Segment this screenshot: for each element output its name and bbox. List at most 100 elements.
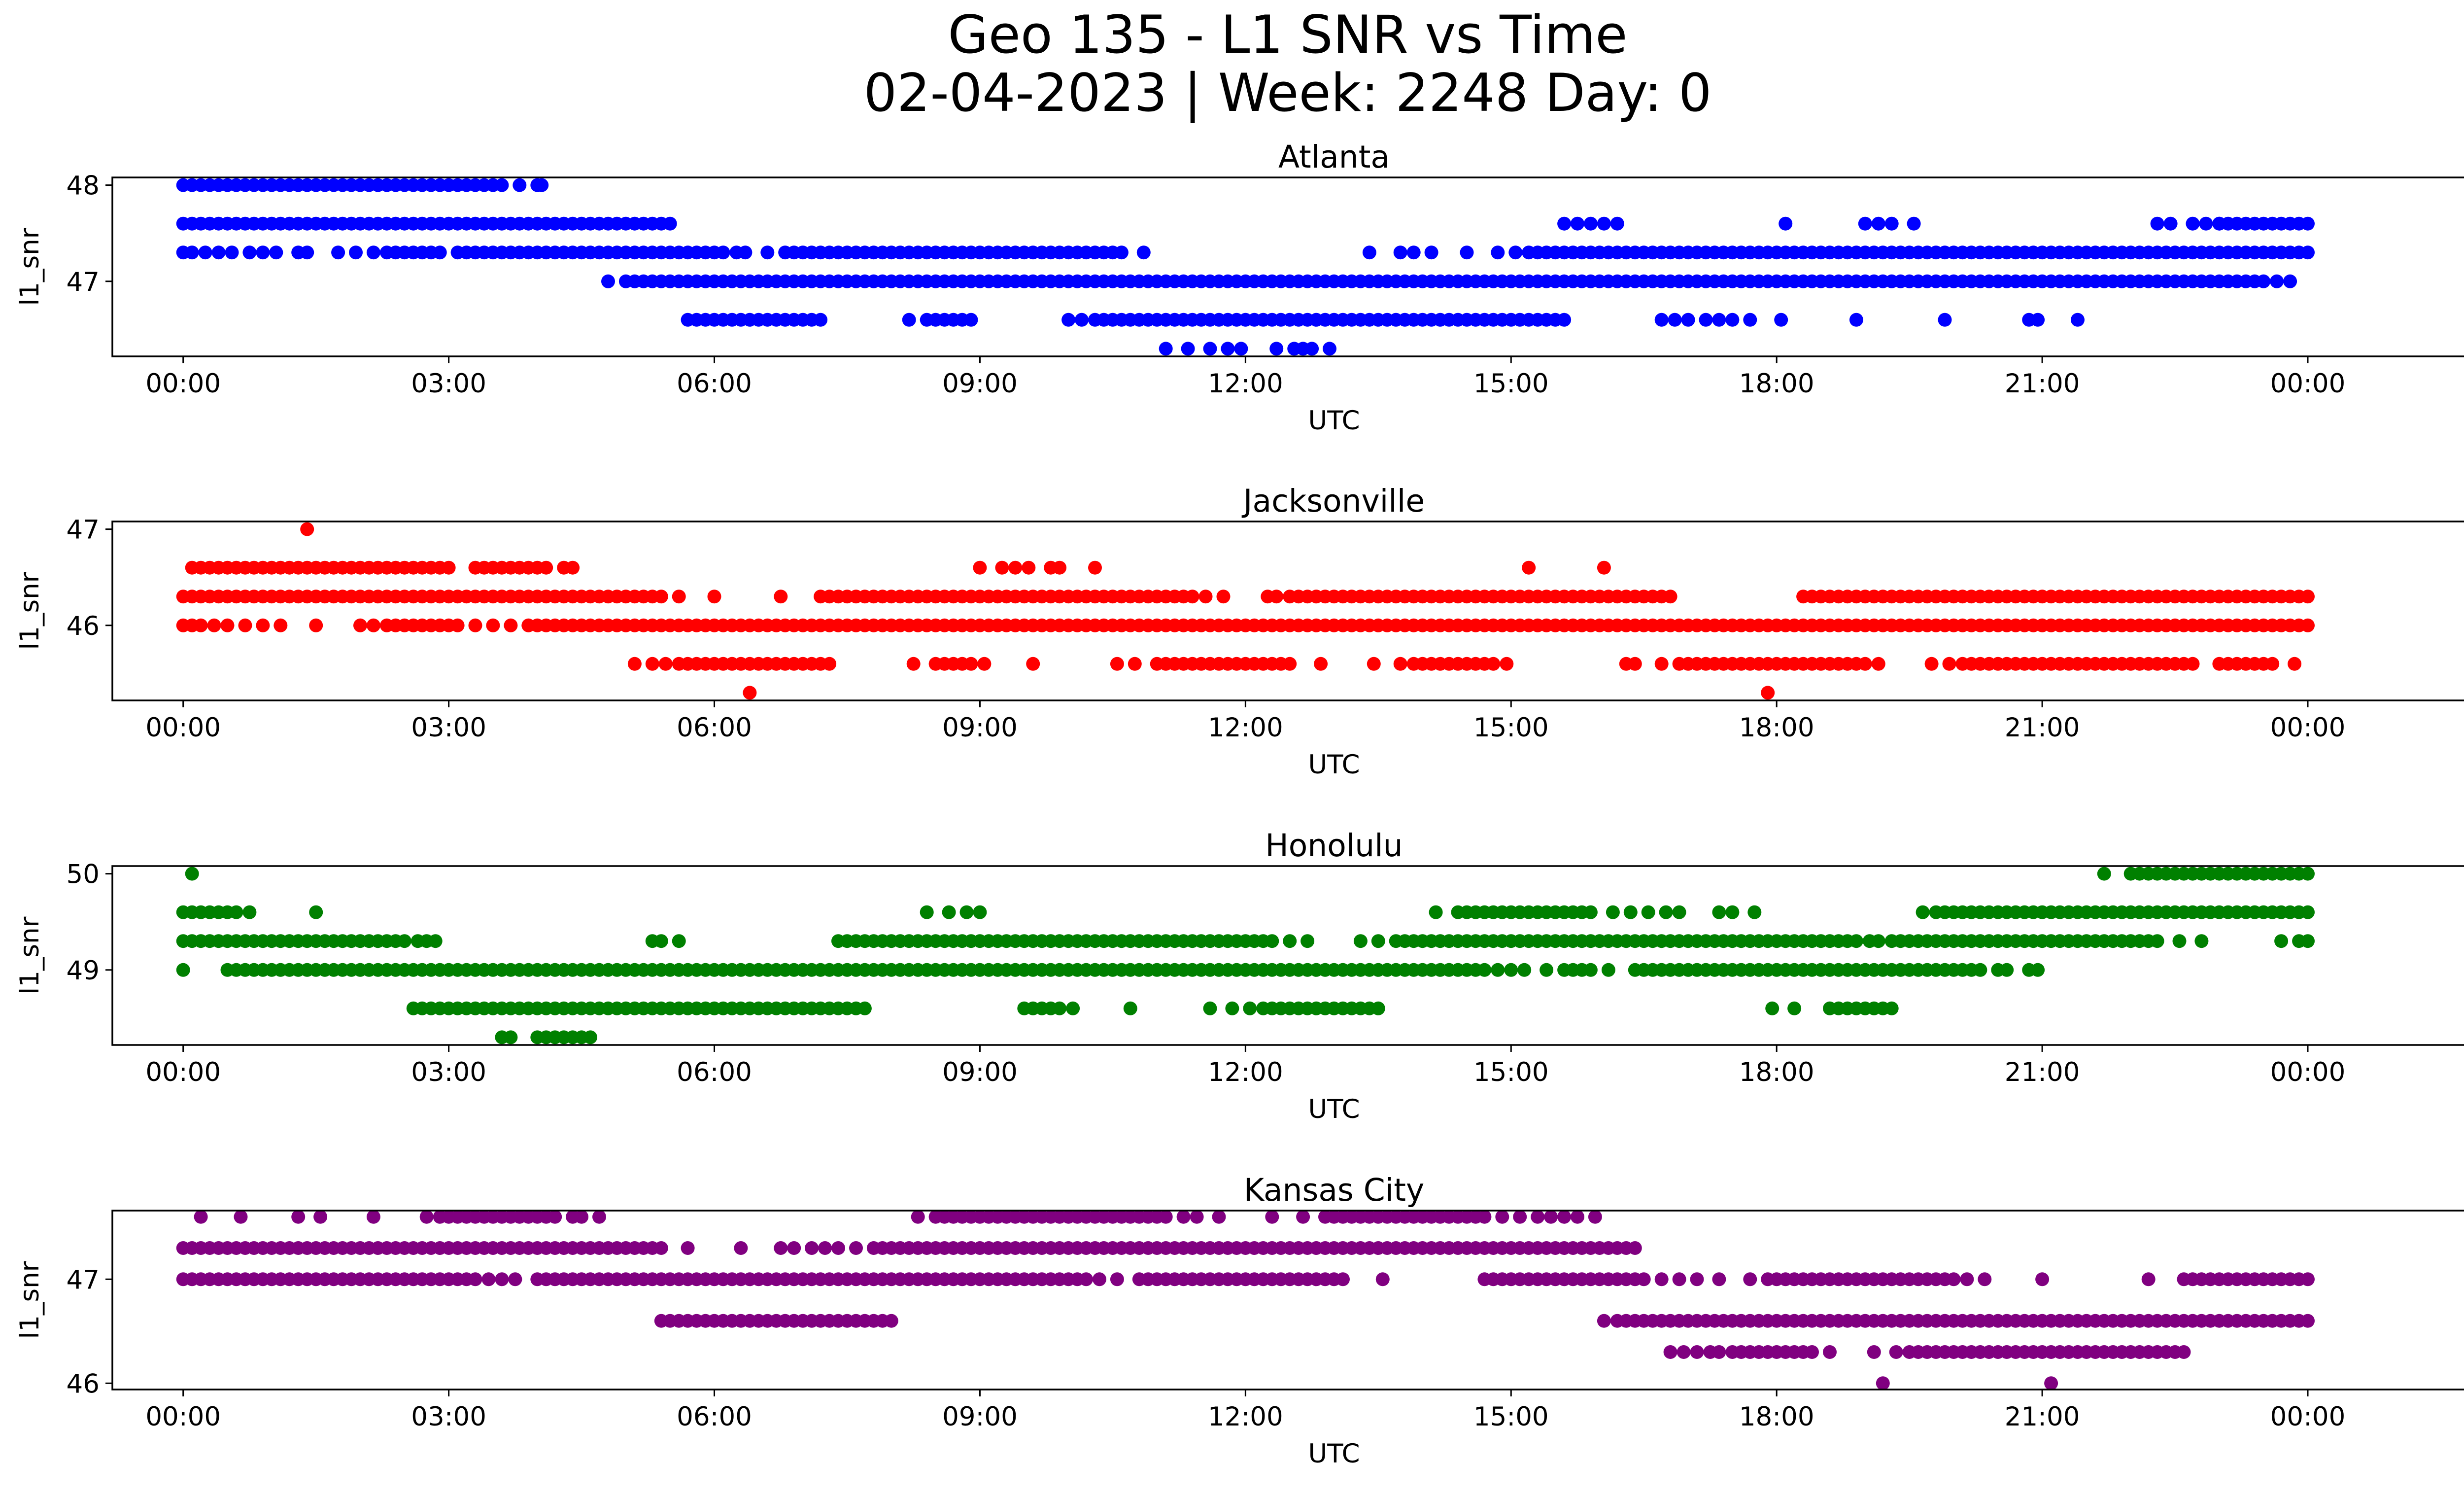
data-point [1314, 657, 1328, 671]
data-point [1393, 245, 1407, 260]
data-point [1858, 216, 1872, 231]
data-point [207, 618, 221, 632]
data-point [1889, 1345, 1903, 1359]
data-point [1779, 216, 1793, 231]
x-tick-label: 03:00 [411, 369, 486, 399]
data-point [513, 178, 527, 192]
data-point [229, 905, 243, 919]
x-tick-label: 03:00 [411, 1057, 486, 1087]
data-point [2031, 963, 2045, 977]
data-point [2000, 963, 2014, 977]
data-point [1805, 1345, 1819, 1359]
x-tick-label: 00:00 [2270, 713, 2346, 743]
data-point [1181, 342, 1195, 356]
data-point [2265, 657, 2280, 671]
y-axis-label: l1_snr [15, 572, 45, 650]
data-point [1725, 905, 1740, 919]
data-point [256, 245, 270, 260]
data-point [1668, 313, 1682, 327]
y-tick-label: 49 [67, 956, 100, 986]
data-point [2301, 1272, 2315, 1286]
data-point [760, 245, 775, 260]
x-tick-label: 18:00 [1739, 713, 1814, 743]
data-point [1743, 313, 1757, 327]
data-point [291, 1210, 306, 1224]
data-point [1712, 1345, 1726, 1359]
data-point [787, 1241, 801, 1255]
data-point [822, 657, 837, 671]
axes-frame [111, 865, 2464, 1046]
data-point [419, 1210, 434, 1224]
x-tick-label: 09:00 [942, 369, 1018, 399]
data-point [349, 245, 363, 260]
scatter-series [176, 867, 2315, 1044]
x-tick-label: 12:00 [1208, 369, 1283, 399]
data-point [1486, 657, 1501, 671]
data-point [654, 1241, 668, 1255]
data-point [1110, 1272, 1124, 1286]
y-tick-label: 46 [67, 1369, 100, 1399]
x-tick-label: 21:00 [2005, 1402, 2080, 1432]
x-tick-label: 00:00 [145, 1402, 221, 1432]
data-point [1765, 1001, 1780, 1015]
x-tick-label: 12:00 [1208, 1057, 1283, 1087]
subplot-title: Atlanta [1278, 139, 1390, 175]
data-point [486, 618, 500, 632]
data-point [220, 963, 235, 977]
data-point [734, 1241, 748, 1255]
data-point [1500, 657, 1514, 671]
data-point [1654, 1272, 1669, 1286]
x-tick-label: 06:00 [677, 1402, 752, 1432]
data-point [1283, 657, 1297, 671]
data-point [1672, 1272, 1686, 1286]
data-point [269, 245, 283, 260]
data-point [2097, 867, 2111, 881]
data-point [1026, 657, 1040, 671]
data-point [433, 245, 447, 260]
x-tick-label: 21:00 [2005, 369, 2080, 399]
data-point [2301, 618, 2315, 632]
scatter-series [176, 178, 2315, 356]
data-point [911, 1210, 925, 1224]
data-point [1942, 657, 1956, 671]
data-point [663, 216, 677, 231]
data-point [1495, 1210, 1509, 1224]
data-point [1243, 1001, 1257, 1015]
data-point [1022, 560, 1036, 575]
data-point [2301, 905, 2315, 919]
data-point [942, 905, 956, 919]
x-tick-label: 15:00 [1473, 369, 1549, 399]
data-point [1884, 1001, 1899, 1015]
data-point [185, 245, 199, 260]
data-point [433, 1210, 447, 1224]
data-point [508, 1272, 522, 1286]
data-point [397, 934, 411, 948]
data-point [1849, 313, 1863, 327]
data-point [1159, 342, 1173, 356]
data-point [1491, 963, 1505, 977]
data-point [557, 963, 571, 977]
data-point [234, 1210, 248, 1224]
y-tick-label: 47 [67, 267, 100, 297]
subplot-honolulu: Honolulu 00:00 03:00 06:00 09:00 12:00 15:00 18… [15, 828, 2464, 1124]
data-point [1491, 245, 1505, 260]
data-point [2274, 934, 2289, 948]
data-point [2270, 274, 2284, 288]
y-tick-label: 50 [67, 860, 100, 890]
data-point [242, 245, 257, 260]
data-point [2257, 274, 2271, 288]
data-point [857, 1001, 872, 1015]
data-point [1947, 1272, 1961, 1286]
data-point [1477, 963, 1492, 977]
data-point [1477, 1210, 1492, 1224]
data-point [1725, 313, 1740, 327]
data-point [1544, 1210, 1558, 1224]
data-point [1234, 342, 1248, 356]
x-tick-label: 09:00 [942, 1402, 1018, 1432]
x-tick-label: 15:00 [1473, 1057, 1549, 1087]
data-point [2194, 934, 2209, 948]
data-point [1884, 216, 1899, 231]
data-point [1557, 1210, 1572, 1224]
data-point [353, 618, 367, 632]
